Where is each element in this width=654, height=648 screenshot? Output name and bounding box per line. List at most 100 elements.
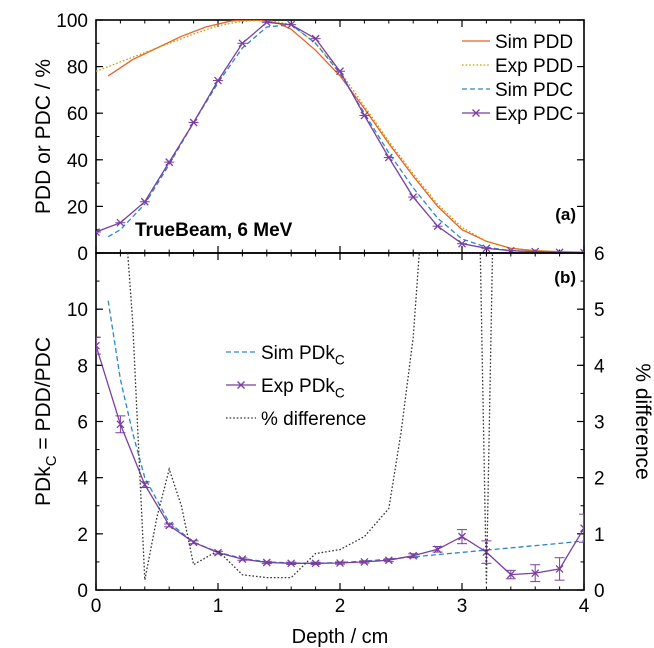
data-point-marker	[238, 555, 247, 564]
data-point-marker	[506, 570, 515, 579]
series-line	[127, 253, 494, 585]
data-point-marker	[96, 341, 100, 350]
data-point-marker	[360, 111, 369, 120]
data-point-marker	[336, 67, 344, 76]
y-tick-label: 0	[77, 581, 88, 602]
data-point-marker	[482, 548, 491, 557]
data-point-marker	[409, 551, 418, 560]
series-layer	[96, 20, 584, 253]
y2-tick-label: 5	[594, 300, 605, 321]
y-tick-label: 40	[67, 151, 88, 172]
y2-tick-label: 2	[594, 469, 605, 490]
y-tick-label: 20	[67, 197, 88, 218]
data-point-marker	[165, 158, 174, 167]
legend-marker	[237, 381, 245, 389]
legend-label: Exp PDC	[495, 104, 573, 125]
data-point-marker	[287, 559, 296, 568]
data-point-marker	[580, 524, 584, 533]
legend-label-text: Exp PDk	[261, 376, 335, 397]
legend-label: Sim PDD	[495, 32, 573, 53]
data-point-marker	[458, 532, 466, 541]
legend-label-subscript: C	[335, 386, 345, 401]
data-point-marker	[116, 218, 125, 227]
y-tick-label: 8	[77, 356, 88, 377]
panel-a: 0 20 40 60 80 100 (a) Sim PDD Exp PDD Sim PDC Exp …	[32, 11, 585, 265]
data-point-marker	[531, 569, 540, 578]
legend-label: Sim PDkC	[261, 343, 345, 368]
data-point-marker	[360, 557, 369, 566]
y-tick-label: 10	[67, 300, 88, 321]
data-point-marker	[311, 34, 320, 43]
data-point-marker	[409, 193, 418, 202]
y2-axis-label: % difference	[631, 363, 654, 479]
data-point-marker	[189, 118, 198, 127]
y2-tick-label: 1	[594, 525, 605, 546]
y-tick-label: 80	[67, 58, 88, 79]
data-point-marker	[580, 248, 584, 253]
x-tick-label: 0	[91, 596, 102, 617]
legend-label: Sim PDC	[495, 80, 573, 101]
series-line	[107, 20, 584, 253]
y-axis-label-b: PDkC = PDD/PDC	[32, 337, 60, 506]
data-point-marker	[165, 521, 174, 530]
y-axis-label-b-part: = PDD/PDC	[32, 337, 55, 455]
data-point-marker	[336, 559, 344, 567]
y-axis-label-b-part: C	[43, 455, 60, 466]
legend-label-text: Exp PDC	[495, 104, 573, 125]
legend-label-text: Sim PDk	[261, 343, 335, 364]
legend-label: Exp PDD	[495, 56, 573, 77]
y2-tick-label: 3	[594, 413, 605, 434]
series-line	[107, 300, 584, 564]
y-axis-label-a: PDD or PDC / %	[32, 59, 55, 214]
data-point-marker	[458, 239, 466, 248]
x-tick-label: 1	[213, 596, 224, 617]
legend-label: % difference	[261, 409, 366, 430]
data-point-marker	[384, 153, 393, 162]
series-line	[96, 20, 584, 253]
data-point-marker	[433, 222, 442, 231]
y-tick-label: 60	[67, 104, 88, 125]
series-line	[96, 345, 584, 576]
legend-label-text: % difference	[261, 409, 366, 430]
legend-label: Exp PDkC	[261, 376, 345, 401]
data-point-marker	[506, 246, 515, 253]
panel-label: (a)	[555, 205, 576, 224]
legend-label-text: Sim PDC	[495, 80, 573, 101]
data-point-marker	[238, 39, 247, 48]
data-point-marker	[116, 420, 125, 429]
data-point-marker	[214, 548, 222, 557]
data-point-marker	[555, 564, 564, 573]
data-point-marker	[531, 247, 540, 253]
data-point-marker	[482, 244, 491, 253]
panel-label: (b)	[554, 268, 576, 287]
y-axis-label-b-part: PDk	[32, 466, 55, 506]
data-point-marker	[311, 559, 320, 568]
data-point-marker	[214, 76, 222, 85]
data-point-marker	[384, 556, 393, 565]
y2-tick-label: 4	[594, 356, 605, 377]
y-tick-label: 2	[77, 525, 88, 546]
series-layer	[96, 253, 584, 585]
y-tick-label: 6	[77, 413, 88, 434]
y2-tick-label: 0	[594, 581, 605, 602]
x-tick-label: 4	[579, 596, 590, 617]
data-point-marker	[287, 20, 296, 29]
y-tick-label: 4	[77, 469, 88, 490]
x-tick-label: 2	[335, 596, 346, 617]
legend-label-subscript: C	[335, 353, 345, 368]
legend-label-text: Exp PDD	[495, 56, 573, 77]
data-point-marker	[262, 558, 271, 567]
data-point-marker	[189, 538, 198, 547]
y-tick-label: 100	[56, 11, 88, 32]
x-axis-label: Depth / cm	[292, 626, 389, 648]
chart-annotation: TrueBeam, 6 MeV	[135, 220, 293, 241]
data-point-marker	[140, 197, 149, 206]
data-point-marker	[433, 545, 442, 554]
y-tick-label: 0	[77, 244, 88, 265]
legend-label-text: Sim PDD	[495, 32, 573, 53]
y2-tick-label: 6	[594, 244, 605, 265]
data-point-marker	[140, 480, 149, 489]
legend-marker	[472, 109, 480, 117]
